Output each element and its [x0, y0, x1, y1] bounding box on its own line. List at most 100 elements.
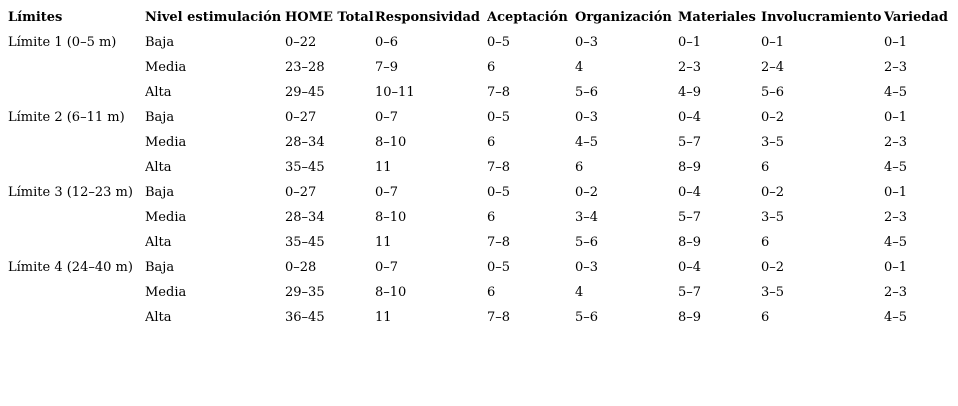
- cell-value: 7–8: [487, 310, 511, 325]
- cell-value: 10–11: [375, 85, 415, 100]
- cell-limite: [8, 205, 145, 230]
- column-header-home-total: HOME Total: [285, 10, 374, 25]
- table-header-row: Límites Nivel estimulación HOME Total Re…: [8, 5, 958, 30]
- cell-value: 6: [761, 310, 770, 325]
- cell-nivel: Baja: [145, 260, 175, 275]
- cell-value: 11: [375, 160, 392, 175]
- table-row: Límite 2 (6–11 m) Baja 0–27 0–7 0–5 0–3 …: [8, 105, 958, 130]
- table-row: Media 23–28 7–9 6 4 2–3 2–4 2–3: [8, 55, 958, 80]
- cell-value: 8–10: [375, 285, 407, 300]
- cell-value: 0–1: [761, 35, 785, 50]
- column-header-aceptacion: Aceptación: [487, 10, 568, 25]
- cell-value: 0–4: [678, 260, 702, 275]
- cell-value: 4–5: [884, 235, 908, 250]
- cell-value: 7–8: [487, 235, 511, 250]
- cell-value: 0–22: [285, 35, 317, 50]
- cell-value: 0–2: [761, 260, 785, 275]
- cell-limite: [8, 280, 145, 305]
- column-header-involucramiento: Involucramiento: [761, 10, 882, 25]
- cell-value: 8–9: [678, 160, 702, 175]
- table-row: Alta 35–45 11 7–8 5–6 8–9 6 4–5: [8, 230, 958, 255]
- cell-value: 0–27: [285, 185, 317, 200]
- cell-value: 3–5: [761, 285, 785, 300]
- cell-value: 7–9: [375, 60, 399, 75]
- cell-value: 5–7: [678, 210, 702, 225]
- cell-value: 28–34: [285, 210, 325, 225]
- cell-value: 0–7: [375, 185, 399, 200]
- cell-value: 35–45: [285, 235, 325, 250]
- table-row: Alta 35–45 11 7–8 6 8–9 6 4–5: [8, 155, 958, 180]
- cell-limite: [8, 130, 145, 155]
- cell-value: 0–3: [575, 110, 599, 125]
- cell-value: 7–8: [487, 160, 511, 175]
- table-row: Límite 4 (24–40 m) Baja 0–28 0–7 0–5 0–3…: [8, 255, 958, 280]
- cell-value: 3–5: [761, 135, 785, 150]
- cell-value: 0–7: [375, 110, 399, 125]
- cell-value: 8–10: [375, 210, 407, 225]
- cell-value: 11: [375, 235, 392, 250]
- cell-value: 29–35: [285, 285, 325, 300]
- table-row: Media 28–34 8–10 6 4–5 5–7 3–5 2–3: [8, 130, 958, 155]
- cell-value: 6: [487, 60, 496, 75]
- cell-value: 4: [575, 285, 584, 300]
- table-row: Límite 3 (12–23 m) Baja 0–27 0–7 0–5 0–2…: [8, 180, 958, 205]
- cell-value: 0–1: [884, 260, 908, 275]
- column-header-organizacion: Organización: [575, 10, 672, 25]
- cell-value: 0–5: [487, 110, 511, 125]
- cell-value: 4–5: [884, 160, 908, 175]
- cell-value: 2–3: [884, 60, 908, 75]
- cell-value: 6: [575, 160, 584, 175]
- cell-nivel: Media: [145, 135, 187, 150]
- cell-value: 7–8: [487, 85, 511, 100]
- cell-limite: [8, 80, 145, 105]
- cell-value: 3–5: [761, 210, 785, 225]
- cell-value: 0–2: [575, 185, 599, 200]
- cell-value: 0–28: [285, 260, 317, 275]
- table-row: Límite 1 (0–5 m) Baja 0–22 0–6 0–5 0–3 0…: [8, 30, 958, 55]
- cell-value: 0–1: [678, 35, 702, 50]
- cell-nivel: Baja: [145, 185, 175, 200]
- cell-value: 0–6: [375, 35, 399, 50]
- table-row: Alta 29–45 10–11 7–8 5–6 4–9 5–6 4–5: [8, 80, 958, 105]
- cell-limite: [8, 55, 145, 80]
- cell-value: 6: [761, 235, 770, 250]
- cell-limite: [8, 305, 145, 330]
- cell-nivel: Baja: [145, 35, 175, 50]
- cell-value: 0–7: [375, 260, 399, 275]
- cell-value: 3–4: [575, 210, 599, 225]
- cell-value: 6: [487, 135, 496, 150]
- cell-value: 2–3: [884, 135, 908, 150]
- cell-value: 4–5: [884, 85, 908, 100]
- cell-value: 0–2: [761, 110, 785, 125]
- cell-value: 5–6: [575, 235, 599, 250]
- cell-value: 0–1: [884, 35, 908, 50]
- cell-value: 6: [487, 210, 496, 225]
- cell-value: 6: [487, 285, 496, 300]
- cell-value: 8–9: [678, 310, 702, 325]
- cell-value: 5–7: [678, 285, 702, 300]
- cell-value: 35–45: [285, 160, 325, 175]
- cell-value: 11: [375, 310, 392, 325]
- cell-value: 0–5: [487, 35, 511, 50]
- cell-nivel: Alta: [145, 310, 172, 325]
- cell-value: 2–3: [884, 285, 908, 300]
- cell-value: 0–1: [884, 185, 908, 200]
- cell-limite: [8, 230, 145, 255]
- cell-value: 4: [575, 60, 584, 75]
- cell-nivel: Baja: [145, 110, 175, 125]
- cell-value: 8–10: [375, 135, 407, 150]
- cell-nivel: Media: [145, 285, 187, 300]
- cell-value: 4–5: [575, 135, 599, 150]
- cell-value: 4–9: [678, 85, 702, 100]
- cell-limite: Límite 1 (0–5 m): [8, 35, 117, 50]
- table-body: Límite 1 (0–5 m) Baja 0–22 0–6 0–5 0–3 0…: [8, 30, 958, 330]
- cell-value: 2–3: [678, 60, 702, 75]
- table-row: Media 29–35 8–10 6 4 5–7 3–5 2–3: [8, 280, 958, 305]
- cell-limite: Límite 2 (6–11 m): [8, 110, 125, 125]
- cell-value: 5–6: [575, 85, 599, 100]
- column-header-responsividad: Responsividad: [375, 10, 480, 25]
- cell-value: 0–2: [761, 185, 785, 200]
- cell-value: 36–45: [285, 310, 325, 325]
- cell-value: 0–5: [487, 185, 511, 200]
- cell-value: 5–6: [761, 85, 785, 100]
